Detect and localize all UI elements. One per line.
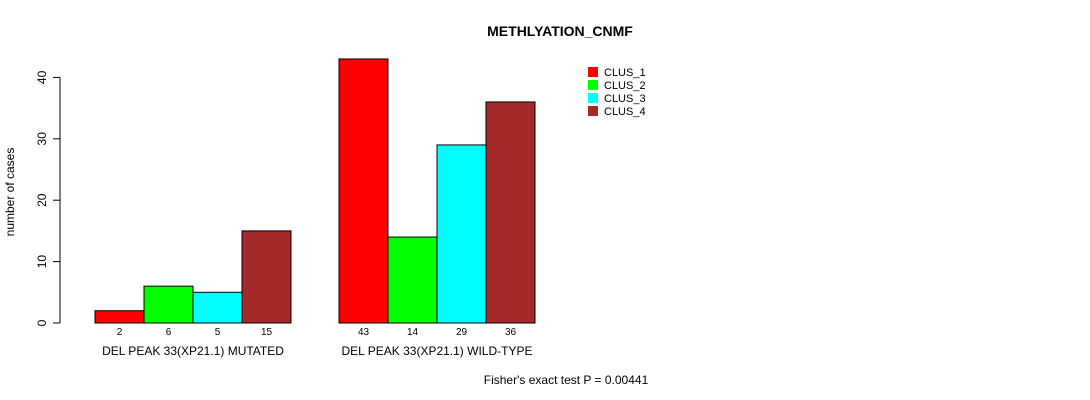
bar-clus-1 <box>94 310 145 324</box>
legend-swatch <box>588 80 598 90</box>
bar-clus-4 <box>485 101 536 324</box>
y-axis: 0 10 20 30 40 <box>35 70 61 326</box>
group-label: DEL PEAK 33(XP21.1) MUTATED <box>102 344 284 358</box>
value-label: 36 <box>505 327 517 338</box>
bar-clus-3 <box>192 291 243 324</box>
chart-title: METHLYATION_CNMF <box>487 23 633 39</box>
value-label: 5 <box>215 327 221 338</box>
group-labels: DEL PEAK 33(XP21.1) MUTATED DEL PEAK 33(X… <box>102 344 532 358</box>
legend-label: CLUS_2 <box>604 80 646 92</box>
legend-label: CLUS_3 <box>604 93 646 105</box>
legend-swatch <box>588 67 598 77</box>
bar-clus-2 <box>387 236 438 324</box>
legend-label: CLUS_1 <box>604 67 646 79</box>
y-tick-label: 10 <box>35 255 49 269</box>
value-label: 15 <box>261 327 273 338</box>
value-label: 6 <box>166 327 172 338</box>
bar-clus-4 <box>241 230 292 324</box>
value-labels: 2 6 5 15 43 14 29 36 <box>117 327 517 338</box>
y-tick-label: 30 <box>35 132 49 146</box>
footnote: Fisher's exact test P = 0.00441 <box>484 373 649 387</box>
value-label: 14 <box>407 327 419 338</box>
legend-swatch <box>588 93 598 103</box>
legend-label: CLUS_4 <box>604 106 646 118</box>
group-label: DEL PEAK 33(XP21.1) WILD-TYPE <box>342 344 533 358</box>
value-label: 29 <box>456 327 468 338</box>
bar-clus-1 <box>338 58 389 324</box>
legend-swatch <box>588 106 598 116</box>
y-tick-label: 0 <box>35 319 49 326</box>
y-axis-label: number of cases <box>3 148 17 237</box>
bar-clus-2 <box>143 285 194 324</box>
bars <box>94 58 536 324</box>
y-tick-label: 40 <box>35 70 49 84</box>
value-label: 2 <box>117 327 123 338</box>
y-tick-label: 20 <box>35 193 49 207</box>
bar-clus-3 <box>436 144 487 324</box>
value-label: 43 <box>358 327 370 338</box>
